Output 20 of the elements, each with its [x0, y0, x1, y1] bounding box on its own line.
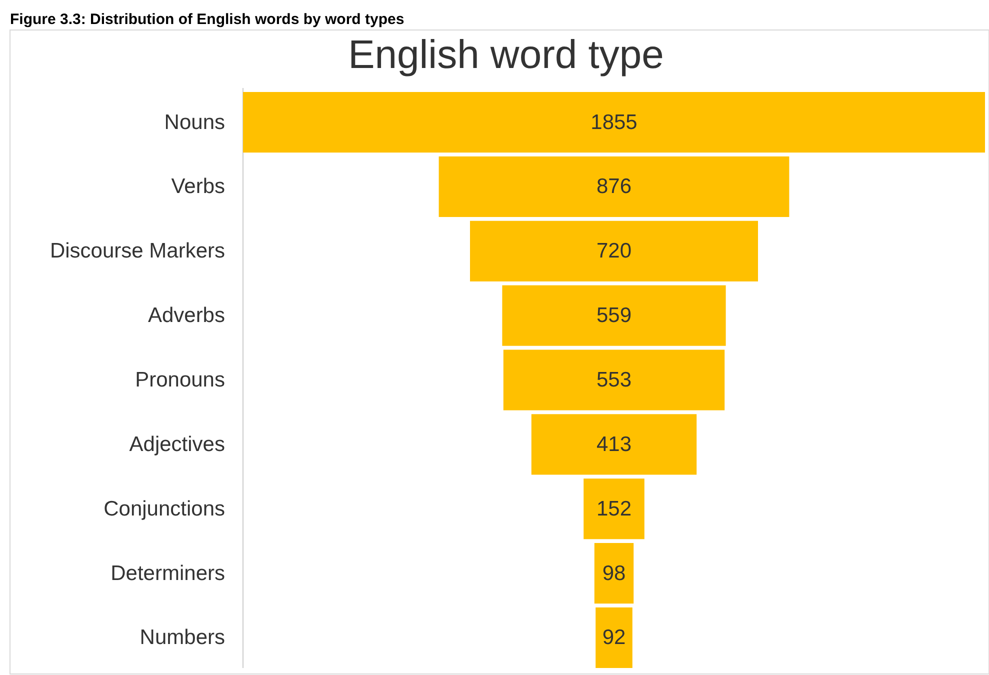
- category-label: Adjectives: [129, 432, 225, 456]
- category-label: Pronouns: [135, 368, 225, 392]
- category-label: Conjunctions: [104, 497, 225, 520]
- data-label: 152: [596, 497, 632, 520]
- data-label: 92: [602, 626, 626, 650]
- category-label: Verbs: [171, 175, 225, 198]
- category-label: Adverbs: [148, 304, 225, 328]
- category-label: Discourse Markers: [50, 240, 225, 263]
- category-label: Determiners: [110, 562, 225, 585]
- category-label: Nouns: [164, 110, 225, 134]
- data-label: 553: [596, 368, 632, 392]
- text: English word type: [348, 33, 664, 77]
- data-label: 1855: [590, 110, 638, 134]
- data-label: 876: [596, 175, 632, 198]
- data-label: 98: [602, 562, 626, 585]
- data-label: 720: [596, 240, 632, 263]
- caption: Figure 3.3: Distribution of English words by word types: [10, 11, 404, 28]
- category-label: Numbers: [140, 626, 225, 650]
- data-label: 559: [596, 304, 632, 328]
- data-label: 413: [596, 432, 632, 456]
